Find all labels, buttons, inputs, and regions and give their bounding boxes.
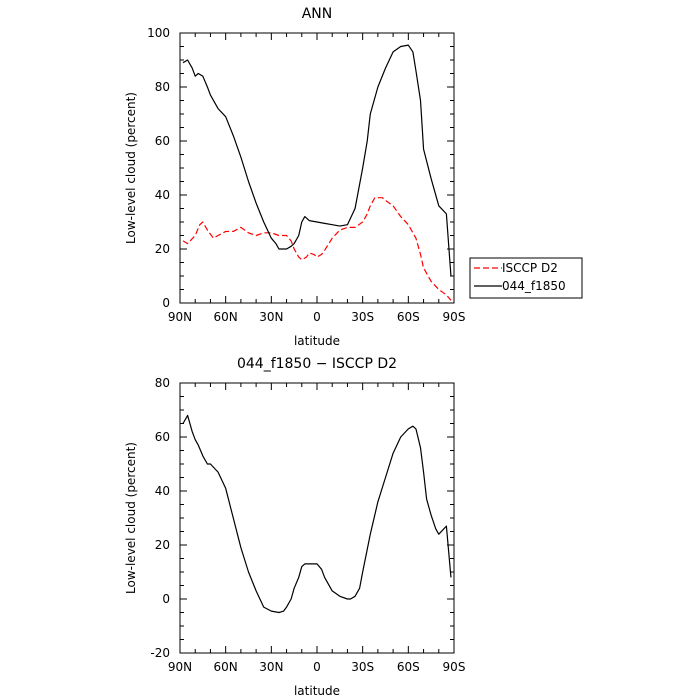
y-tick-label: 80 <box>155 80 170 94</box>
y-tick-label: -20 <box>150 646 170 660</box>
y-tick-label: 60 <box>155 134 170 148</box>
x-tick-label: 0 <box>313 660 321 674</box>
x-tick-label: 90S <box>443 660 466 674</box>
x-tick-label: 90N <box>168 660 192 674</box>
legend-entry: 044_f1850 <box>502 279 566 293</box>
y-tick-label: 40 <box>155 188 170 202</box>
x-axis-label: latitude <box>294 684 340 698</box>
plot-frame <box>179 32 455 304</box>
x-tick-label: 30N <box>259 310 283 324</box>
y-tick-label: 20 <box>155 538 170 552</box>
legend-entry: ISCCP D2 <box>502 261 558 275</box>
x-tick-label: 60N <box>214 660 238 674</box>
y-tick-label: 0 <box>162 296 170 310</box>
x-axis-label: latitude <box>294 334 340 348</box>
y-axis-label: Low-level cloud (percent) <box>124 92 138 244</box>
y-tick-label: 100 <box>147 26 170 40</box>
legend-box <box>469 257 583 299</box>
plot-frame <box>179 382 455 654</box>
x-tick-label: 60S <box>397 660 420 674</box>
y-tick-label: 60 <box>155 430 170 444</box>
x-tick-label: 0 <box>313 310 321 324</box>
y-axis-label: Low-level cloud (percent) <box>124 442 138 594</box>
x-tick-label: 90N <box>168 310 192 324</box>
series-line-2 <box>182 44 452 277</box>
x-tick-label: 90S <box>443 310 466 324</box>
legend: ISCCP D2 044_f1850 <box>469 257 583 299</box>
x-tick-label: 30S <box>351 310 374 324</box>
chart-panel-1: ANN 90N 60N 30N 0 30S 60S 90S 0 20 40 60 80 100 latitu… <box>124 6 583 348</box>
y-tick-label: 20 <box>155 242 170 256</box>
x-tick-label: 30S <box>351 660 374 674</box>
y-tick-label: 40 <box>155 484 170 498</box>
series-line-1 <box>182 197 452 301</box>
y-tick-label: 80 <box>155 376 170 390</box>
x-tick-label: 60S <box>397 310 420 324</box>
x-tick-label: 30N <box>259 660 283 674</box>
chart-panel-2: 044_f1850 − ISCCP D2 90N 60N 30N 0 30S 60S 90S -… <box>124 356 465 698</box>
chart-title: ANN <box>302 6 333 22</box>
series-line-1 <box>182 414 452 614</box>
chart-title: 044_f1850 − ISCCP D2 <box>237 356 397 372</box>
x-tick-label: 60N <box>214 310 238 324</box>
y-tick-label: 0 <box>162 592 170 606</box>
